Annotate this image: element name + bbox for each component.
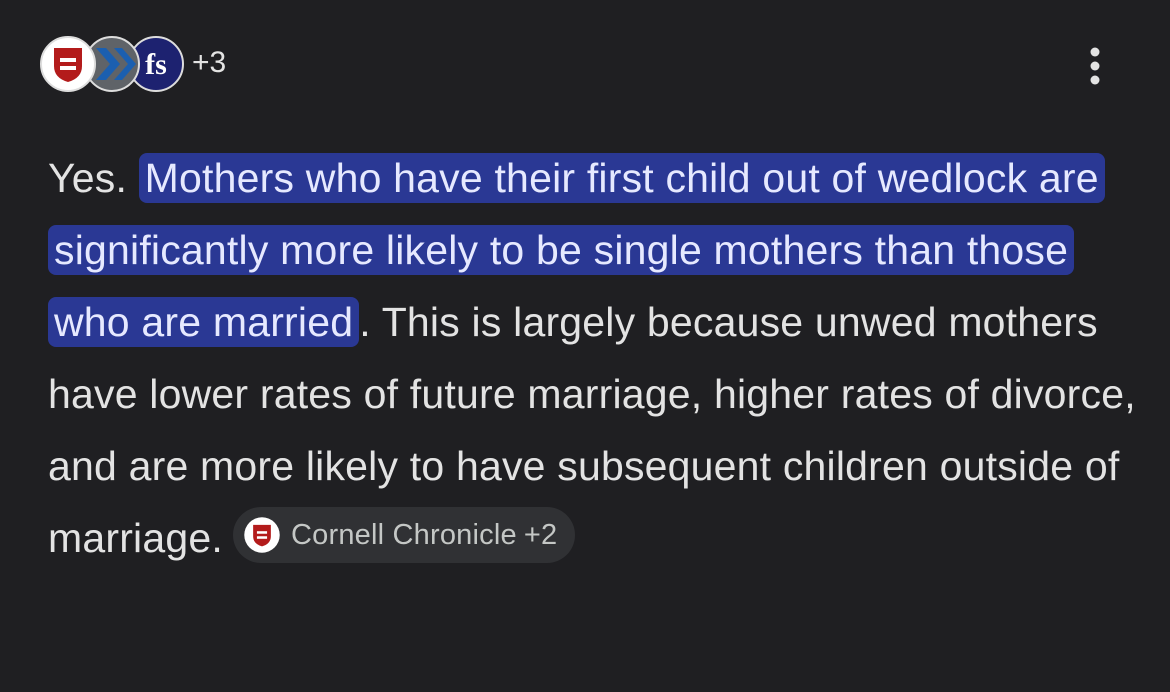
chip-more-count: +2: [523, 519, 558, 552]
source-chip[interactable]: Cornell Chronicle +2: [232, 507, 576, 564]
answer-text: Yes. Mothers who have their first child …: [48, 142, 1138, 574]
answer-lead: Yes.: [48, 155, 128, 201]
chip-source-name: Cornell Chronicle: [290, 519, 517, 552]
highlight-end: .: [359, 299, 371, 345]
source-icons[interactable]: fs: [36, 34, 196, 94]
source-count[interactable]: +3: [192, 46, 227, 79]
more-menu[interactable]: [1082, 46, 1108, 86]
chip-icon: [244, 517, 280, 553]
svg-text:fs: fs: [145, 48, 167, 81]
answer-body: This is largely because unwed mothers ha…: [48, 299, 1136, 561]
